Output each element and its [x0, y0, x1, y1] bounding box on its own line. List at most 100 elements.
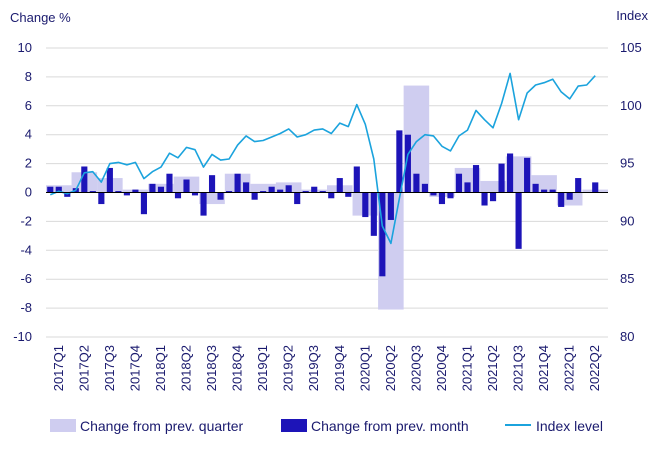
month-bars	[47, 130, 599, 277]
month-bar	[430, 192, 437, 196]
month-bar	[251, 192, 258, 200]
month-bar	[226, 191, 233, 193]
month-bar	[243, 182, 250, 193]
month-bar	[217, 192, 224, 200]
x-tick-label: 2019Q4	[332, 345, 347, 391]
month-bar	[98, 192, 105, 205]
left-axis-ticks: -10 -8 -6 -4 -2 0 2 4 6 8 10	[13, 40, 32, 344]
month-bar	[140, 192, 147, 215]
month-bar	[294, 192, 301, 205]
month-bar	[489, 192, 497, 202]
month-bar	[413, 173, 420, 193]
month-bar	[558, 192, 565, 207]
month-bar	[532, 183, 539, 193]
right-axis-ticks: 80 85 90 95 100 105	[620, 40, 642, 344]
month-bar	[123, 192, 130, 196]
month-bar	[472, 165, 480, 193]
month-bar	[277, 189, 284, 193]
right-tick-label: 90	[620, 213, 634, 228]
month-bar	[234, 173, 241, 193]
legend-label-quarter: Change from prev. quarter	[80, 418, 243, 434]
month-bar	[353, 166, 360, 193]
legend-label-index: Index level	[536, 418, 603, 434]
x-tick-label: 2021Q1	[460, 345, 475, 391]
month-bar	[404, 134, 411, 193]
month-bar	[515, 192, 522, 249]
left-tick-label: 2	[25, 156, 32, 171]
x-tick-label: 2018Q3	[204, 345, 219, 391]
month-bar	[362, 192, 369, 218]
right-tick-label: 95	[620, 156, 634, 171]
month-bar	[106, 167, 113, 193]
left-tick-label: 0	[25, 185, 32, 200]
month-bar	[208, 175, 216, 193]
month-bar	[345, 192, 352, 197]
left-axis-label: Change %	[10, 10, 71, 25]
x-tick-label: 2018Q4	[230, 345, 245, 391]
legend-swatch-month	[281, 419, 307, 432]
month-bar	[566, 192, 573, 200]
month-bar	[166, 173, 173, 193]
month-bar	[464, 182, 471, 193]
month-bar	[268, 186, 275, 193]
x-tick-label: 2019Q1	[255, 345, 270, 391]
right-axis-label: Index	[616, 8, 648, 23]
x-tick-label: 2021Q2	[485, 345, 500, 391]
month-bar	[438, 192, 446, 205]
legend-swatch-quarter	[50, 419, 76, 432]
month-bar	[379, 192, 386, 277]
month-bar	[549, 189, 556, 193]
left-tick-label: -2	[20, 213, 32, 228]
month-bar	[285, 185, 292, 193]
quarter-bar	[480, 180, 506, 193]
month-bar	[336, 178, 343, 193]
right-tick-label: 80	[620, 329, 634, 344]
left-tick-label: -10	[13, 329, 32, 344]
x-tick-label: 2020Q4	[434, 345, 449, 391]
x-tick-label: 2020Q2	[383, 345, 398, 391]
month-bar	[328, 192, 335, 199]
month-bar	[174, 192, 182, 199]
month-bar	[319, 191, 326, 193]
right-tick-label: 105	[620, 40, 642, 55]
legend: Change from prev. quarter Change from pr…	[50, 418, 603, 434]
left-tick-label: 4	[25, 127, 32, 142]
month-bar	[311, 186, 318, 193]
month-bar	[132, 189, 139, 193]
x-tick-label: 2020Q1	[357, 345, 372, 391]
x-tick-label: 2022Q2	[587, 345, 602, 391]
right-tick-label: 85	[620, 271, 634, 286]
legend-label-month: Change from prev. month	[311, 418, 469, 434]
month-bar	[498, 163, 505, 193]
x-tick-label: 2019Q2	[281, 345, 296, 391]
x-tick-label: 2021Q3	[511, 345, 526, 391]
month-bar	[191, 192, 199, 196]
quarter-bar	[199, 192, 225, 205]
month-bar	[115, 191, 122, 193]
x-tick-label: 2017Q1	[51, 345, 66, 391]
month-bar	[89, 191, 96, 193]
left-tick-label: -6	[20, 271, 32, 286]
x-tick-label: 2018Q1	[153, 345, 168, 391]
month-bar	[370, 192, 377, 236]
month-bar	[260, 191, 267, 193]
month-bar	[200, 192, 207, 216]
month-bar	[81, 166, 88, 193]
month-bar	[183, 179, 190, 193]
x-tick-label: 2022Q1	[562, 345, 577, 391]
month-bar	[302, 191, 309, 193]
left-tick-label: 10	[18, 40, 32, 55]
month-bar	[421, 183, 428, 193]
left-tick-label: -4	[20, 242, 32, 257]
month-bar	[575, 178, 582, 193]
month-bar	[541, 189, 548, 193]
x-tick-label: 2021Q4	[536, 345, 551, 391]
month-bar	[157, 186, 165, 193]
index-polyline	[49, 72, 596, 245]
month-bar	[387, 192, 394, 220]
index-line	[49, 72, 596, 245]
x-tick-label: 2017Q2	[76, 345, 91, 391]
month-bar	[592, 182, 599, 193]
month-bar	[55, 186, 62, 193]
